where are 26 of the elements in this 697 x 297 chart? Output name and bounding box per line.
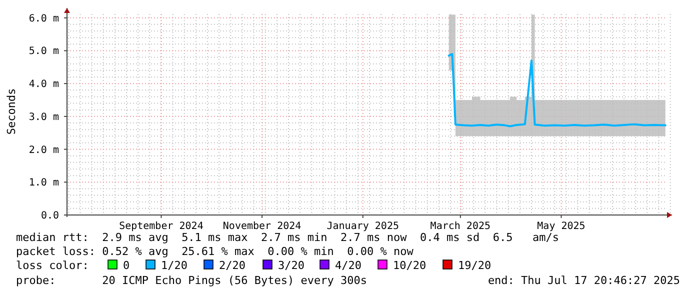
y-tick-label: 2.0 m xyxy=(28,144,59,156)
x-tick-label: January 2025 xyxy=(326,221,400,232)
text: 19/20 xyxy=(458,259,492,272)
text: 0 xyxy=(123,259,130,272)
x-tick-label: September 2024 xyxy=(119,221,204,232)
x-tick-label: November 2024 xyxy=(222,221,302,232)
y-tick-label: 0.0 xyxy=(40,210,59,222)
y-tick-label: 3.0 m xyxy=(28,112,59,123)
text: 2/20 xyxy=(219,259,246,272)
y-tick-label: 4.0 m xyxy=(28,79,59,90)
text: 4/20 xyxy=(335,259,362,272)
text: 1/20 xyxy=(161,259,188,272)
y-axis-title: Seconds xyxy=(5,88,18,135)
x-tick-label: March 2025 xyxy=(430,221,491,232)
y-tick-label: 5.0 m xyxy=(28,46,59,58)
y-tick-label: 1.0 m xyxy=(28,178,59,189)
text: loss color: xyxy=(16,259,89,272)
text: probe: 20 ICMP Echo Pings (56 Bytes) every 300s xyxy=(16,274,367,287)
line-series xyxy=(448,53,666,128)
text: end: Thu Jul 17 20:46:27 2025 xyxy=(488,274,680,287)
y-tick-label: 6.0 m xyxy=(28,13,59,24)
text: 10/20 xyxy=(393,259,426,272)
text: median rtt: 2.9 ms avg 5.1 ms max 2.7 ms min 2.7 ms now 0.4 ms sd 6.5 am/s xyxy=(16,231,560,244)
text: packet loss: 0.52 % avg 25.61 % max 0.00 % min 0.00 % now xyxy=(16,245,414,258)
text: 3/20 xyxy=(278,259,304,272)
x-tick-label: May 2025 xyxy=(537,221,586,232)
